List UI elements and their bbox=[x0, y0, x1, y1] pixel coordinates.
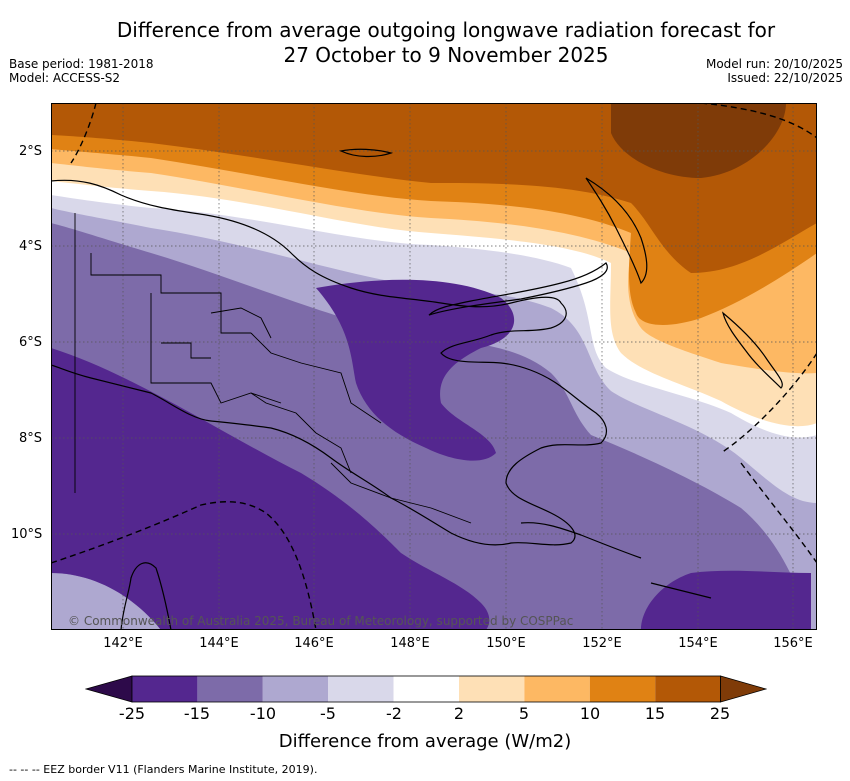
lat-label-10s: 10°S bbox=[11, 527, 43, 542]
band-minus25-to-minus15-west bbox=[51, 348, 490, 630]
colorbar-label-minus2: -2 bbox=[386, 704, 402, 723]
band-minus10-southwest bbox=[51, 573, 161, 630]
colorbar-label-minus25: -25 bbox=[118, 704, 146, 723]
lon-label-150e: 150°E bbox=[486, 636, 526, 651]
manus-coast bbox=[339, 148, 394, 158]
colorbar-title: Difference from average (W/m2) bbox=[278, 731, 572, 752]
colorbar-label-25: 25 bbox=[709, 704, 731, 723]
colorbar-segment-minus2-to-2 bbox=[393, 676, 459, 702]
lon-label-152e: 152°E bbox=[582, 636, 622, 651]
louisiade-coast bbox=[520, 522, 712, 599]
lat-label-8s: 8°S bbox=[19, 431, 43, 446]
map-svg bbox=[51, 103, 817, 630]
colorbar-label-5: 5 bbox=[518, 704, 530, 723]
coastlines bbox=[51, 148, 783, 630]
colorbar-segment-above-25 bbox=[720, 675, 767, 703]
meta-left: Base period: 1981-2018 Model: ACCESS-S2 bbox=[9, 57, 154, 85]
colorbar-label-minus5: -5 bbox=[320, 704, 336, 723]
lon-label-148e: 148°E bbox=[390, 636, 430, 651]
band-above-25 bbox=[611, 103, 786, 178]
lon-label-142e: 142°E bbox=[103, 636, 143, 651]
model-name: Model: ACCESS-S2 bbox=[9, 71, 121, 85]
colorbar-label-minus10: -10 bbox=[249, 704, 277, 723]
title-line-2: 27 October to 9 November 2025 bbox=[283, 43, 609, 67]
colorbar-segment-below-minus25 bbox=[85, 675, 133, 703]
australia-coast bbox=[120, 562, 172, 630]
eez-footnote: -- -- -- EEZ border V11 (Flanders Marine… bbox=[9, 763, 318, 776]
lon-label-154e: 154°E bbox=[678, 636, 718, 651]
issued-date: Issued: 22/10/2025 bbox=[727, 71, 843, 85]
model-run: Model run: 20/10/2025 bbox=[705, 57, 843, 71]
lon-label-146e: 146°E bbox=[294, 636, 334, 651]
colorbar bbox=[85, 675, 767, 703]
colorbar-label-10: 10 bbox=[579, 704, 601, 723]
chart-title: Difference from average outgoing longwav… bbox=[0, 18, 850, 68]
lat-label-4s: 4°S bbox=[19, 239, 43, 254]
colorbar-label-minus15: -15 bbox=[183, 704, 211, 723]
colorbar-segment-10-to-15 bbox=[589, 676, 656, 702]
band-minus25-to-minus15-southeast bbox=[641, 570, 811, 630]
colorbar-segment-2-to-5 bbox=[459, 676, 525, 702]
colorbar-label-2: 2 bbox=[453, 704, 465, 723]
eez-boundaries bbox=[51, 103, 817, 630]
bougainville-coast bbox=[721, 311, 783, 389]
base-period: Base period: 1981-2018 bbox=[9, 57, 154, 71]
band-minus25-to-minus15-central bbox=[316, 279, 515, 461]
colorbar-segment-minus25-to-minus15 bbox=[132, 676, 198, 702]
provincial-borders bbox=[74, 213, 472, 524]
olr-anomaly-map bbox=[51, 103, 817, 630]
meta-right: Model run: 20/10/2025 Issued: 22/10/2025 bbox=[706, 57, 843, 85]
colorbar-label-15: 15 bbox=[644, 704, 666, 723]
lon-label-156e: 156°E bbox=[773, 636, 813, 651]
colorbar-segment-minus15-to-minus10 bbox=[197, 676, 263, 702]
lat-label-6s: 6°S bbox=[19, 335, 43, 350]
colorbar-segment-minus10-to-minus5 bbox=[262, 676, 329, 702]
map-frame bbox=[51, 103, 817, 630]
new-guinea-coast bbox=[51, 179, 608, 546]
new-ireland-coast bbox=[585, 177, 648, 285]
copyright-notice: © Commonwealth of Australia 2025, Bureau… bbox=[68, 614, 574, 628]
colorbar-segment-5-to-10 bbox=[524, 676, 590, 702]
new-britain-coast bbox=[428, 262, 608, 316]
colorbar-segment-15-to-25 bbox=[655, 676, 721, 702]
colorbar-segment-minus5-to-minus2 bbox=[328, 676, 394, 702]
lon-label-144e: 144°E bbox=[199, 636, 239, 651]
colorbar-frame bbox=[131, 675, 721, 703]
title-line-1: Difference from average outgoing longwav… bbox=[116, 18, 776, 42]
lat-label-2s: 2°S bbox=[19, 144, 43, 159]
